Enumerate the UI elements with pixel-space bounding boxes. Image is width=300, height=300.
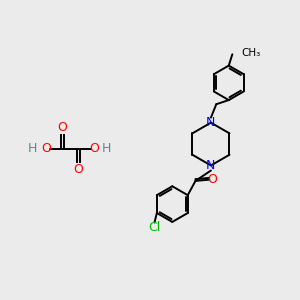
Text: O: O [74, 164, 84, 176]
Text: CH₃: CH₃ [241, 48, 260, 58]
Text: N: N [206, 159, 216, 172]
Text: O: O [207, 173, 217, 186]
Text: H: H [102, 142, 112, 155]
Text: O: O [42, 142, 52, 155]
Text: N: N [206, 116, 216, 129]
Text: Cl: Cl [148, 221, 160, 234]
Text: H: H [28, 142, 37, 155]
Text: O: O [89, 142, 99, 155]
Text: O: O [57, 121, 67, 134]
